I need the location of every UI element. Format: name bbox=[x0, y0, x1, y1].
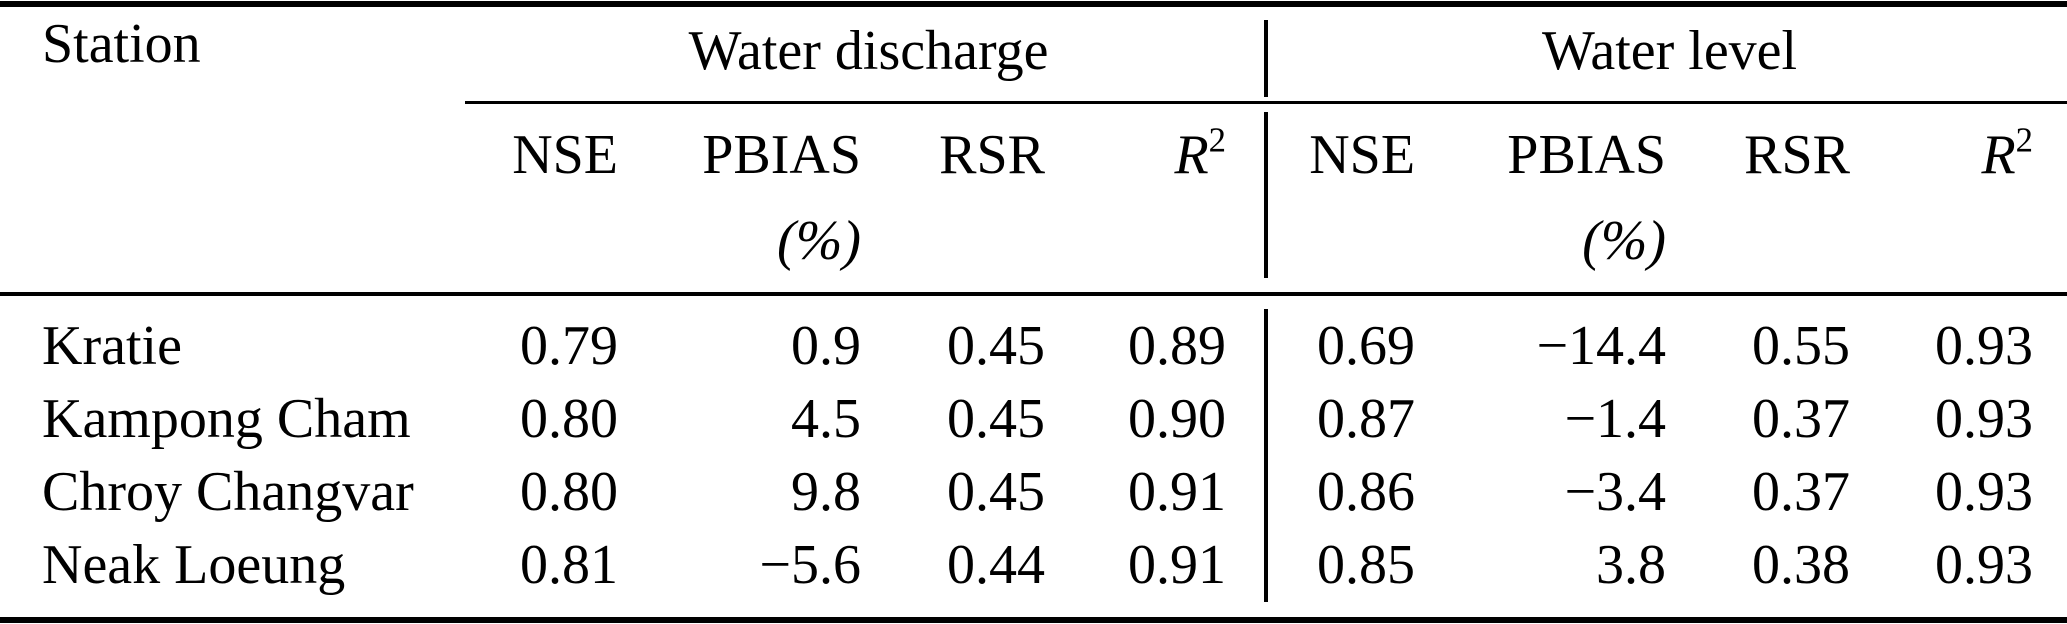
station-column-header: Station bbox=[42, 13, 201, 75]
value-cell: 0.80 bbox=[520, 460, 618, 523]
value-cell: 0.69 bbox=[1317, 314, 1416, 377]
header-level-r2: R2 bbox=[1981, 119, 2034, 186]
value-cell: 0.93 bbox=[1935, 387, 2034, 450]
group-header-water-discharge: Water discharge bbox=[688, 19, 1049, 82]
value-cell: 3.8 bbox=[1596, 533, 1667, 596]
station-cell: Chroy Changvar bbox=[42, 460, 414, 523]
value-cell: 0.93 bbox=[1935, 533, 2034, 596]
header-level-nse: NSE bbox=[1309, 123, 1416, 186]
value-cell: 0.90 bbox=[1128, 387, 1227, 450]
value-cell: 0.45 bbox=[947, 314, 1045, 377]
table-row-chroy-changvar: Chroy Changvar 0.80 9.8 0.45 0.91 0.86 −… bbox=[0, 455, 2067, 528]
value-cell: 9.8 bbox=[791, 460, 861, 523]
value-cell: 0.93 bbox=[1935, 460, 2034, 523]
header-level-rsr: RSR bbox=[1744, 123, 1851, 186]
group-divider-segment-body bbox=[1264, 309, 1268, 602]
value-cell: −3.4 bbox=[1564, 460, 1667, 523]
metrics-table: Station Water discharge Water level NSE … bbox=[0, 0, 2067, 601]
top-rule bbox=[0, 1, 2067, 7]
value-cell: 0.45 bbox=[947, 460, 1045, 523]
value-cell: 0.81 bbox=[520, 533, 618, 596]
station-cell: Kratie bbox=[42, 314, 182, 377]
value-cell: 0.91 bbox=[1128, 460, 1227, 523]
header-discharge-r2: R2 bbox=[1174, 119, 1227, 186]
table-row-neak-loeung: Neak Loeung 0.81 −5.6 0.44 0.91 0.85 3.8… bbox=[0, 528, 2067, 601]
bottom-rule bbox=[0, 617, 2067, 623]
value-cell: 0.85 bbox=[1317, 533, 1416, 596]
value-cell: 0.86 bbox=[1317, 460, 1416, 523]
header-discharge-rsr: RSR bbox=[939, 123, 1045, 186]
value-cell: 0.44 bbox=[947, 533, 1045, 596]
group-divider-segment-top bbox=[1264, 20, 1268, 97]
value-cell: 0.80 bbox=[520, 387, 618, 450]
value-cell: −1.4 bbox=[1564, 387, 1667, 450]
table-row-kratie: Kratie 0.79 0.9 0.45 0.89 0.69 −14.4 0.5… bbox=[0, 294, 2067, 382]
value-cell: 0.93 bbox=[1935, 314, 2034, 377]
value-cell: 0.89 bbox=[1128, 314, 1227, 377]
value-cell: 0.45 bbox=[947, 387, 1045, 450]
value-cell: 0.79 bbox=[520, 314, 618, 377]
header-body-rule bbox=[0, 292, 2067, 296]
value-cell: 0.37 bbox=[1752, 387, 1851, 450]
metric-header-row: NSE PBIAS (%) RSR R2 NSE bbox=[0, 101, 2067, 294]
value-cell: 0.55 bbox=[1752, 314, 1851, 377]
group-header-water-level: Water level bbox=[1541, 19, 1798, 82]
header-discharge-nse: NSE bbox=[512, 123, 618, 186]
station-cell: Kampong Cham bbox=[42, 387, 411, 450]
value-cell: 0.91 bbox=[1128, 533, 1227, 596]
value-cell: 0.37 bbox=[1752, 460, 1851, 523]
value-cell: −5.6 bbox=[759, 533, 861, 596]
group-divider-segment-middle bbox=[1264, 112, 1268, 278]
value-cell: 0.38 bbox=[1752, 533, 1851, 596]
value-cell: 0.87 bbox=[1317, 387, 1416, 450]
group-header-row: Station Water discharge Water level bbox=[0, 0, 2067, 101]
value-cell: −14.4 bbox=[1536, 314, 1667, 377]
table-row-kampong-cham: Kampong Cham 0.80 4.5 0.45 0.90 0.87 −1.… bbox=[0, 382, 2067, 455]
header-level-pbias: PBIAS (%) bbox=[1507, 123, 1667, 272]
group-header-rule bbox=[465, 101, 2067, 104]
header-discharge-pbias: PBIAS (%) bbox=[702, 123, 861, 272]
station-cell: Neak Loeung bbox=[42, 533, 346, 596]
value-cell: 4.5 bbox=[791, 387, 861, 450]
value-cell: 0.9 bbox=[791, 314, 861, 377]
